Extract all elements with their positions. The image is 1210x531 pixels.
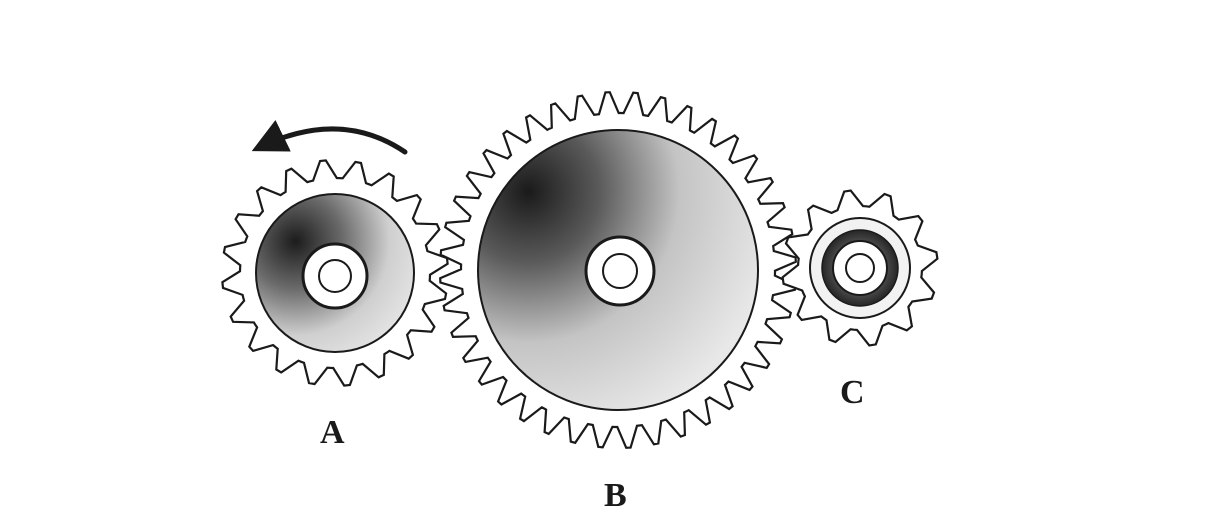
gear-b-axle-hole <box>602 253 638 289</box>
gear-c-label: C <box>840 374 865 411</box>
gear-a <box>221 159 449 387</box>
gear-b <box>439 91 797 449</box>
gear-c <box>781 189 939 347</box>
gear-c-axle-hole <box>845 253 875 283</box>
gear-a-axle-hole <box>318 259 352 293</box>
gear-a-label: A <box>320 414 345 451</box>
rotation-arrow-icon <box>251 120 408 155</box>
gear-b-label: B <box>604 477 627 514</box>
